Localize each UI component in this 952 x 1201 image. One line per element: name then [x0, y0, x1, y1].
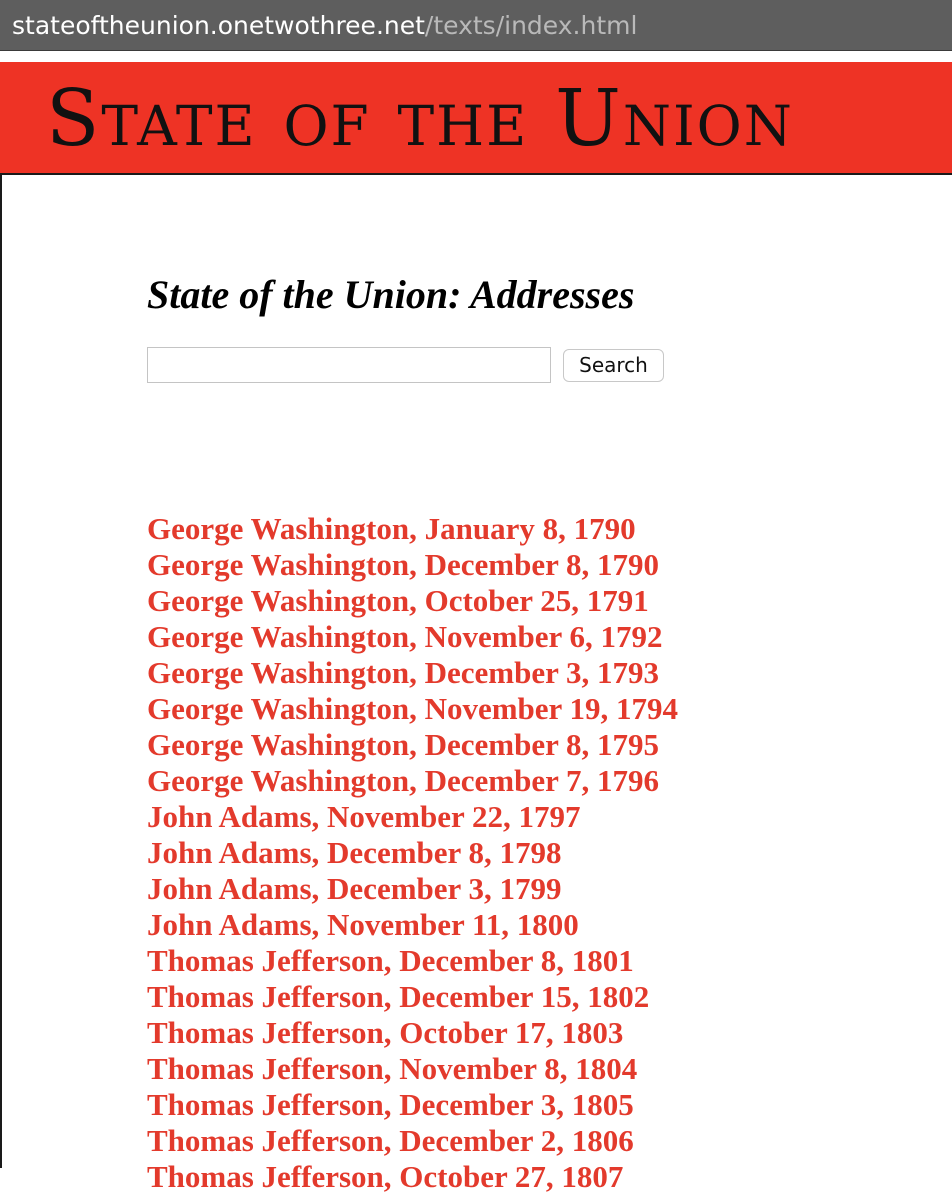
- list-item: Thomas Jefferson, December 2, 1806: [147, 1123, 678, 1159]
- banner-gap: [0, 51, 952, 62]
- address-link[interactable]: George Washington, December 8, 1790: [147, 547, 660, 582]
- list-item: Thomas Jefferson, December 3, 1805: [147, 1087, 678, 1123]
- address-bar[interactable]: stateoftheunion.onetwothree.net/texts/in…: [0, 0, 952, 51]
- banner-title: State of the Union: [46, 74, 794, 164]
- address-link[interactable]: George Washington, January 8, 1790: [147, 511, 636, 546]
- list-item: George Washington, January 8, 1790: [147, 511, 678, 547]
- list-item: Thomas Jefferson, November 8, 1804: [147, 1051, 678, 1087]
- address-link[interactable]: Thomas Jefferson, October 27, 1807: [147, 1159, 624, 1194]
- page-title: State of the Union: Addresses: [147, 272, 635, 317]
- address-link[interactable]: Thomas Jefferson, November 8, 1804: [147, 1051, 638, 1086]
- site-banner[interactable]: State of the Union: [0, 62, 952, 175]
- list-item: Thomas Jefferson, December 8, 1801: [147, 943, 678, 979]
- list-item: John Adams, December 3, 1799: [147, 871, 678, 907]
- address-link[interactable]: George Washington, December 7, 1796: [147, 763, 660, 798]
- list-item: George Washington, December 7, 1796: [147, 763, 678, 799]
- address-link[interactable]: George Washington, November 19, 1794: [147, 691, 679, 726]
- address-link[interactable]: Thomas Jefferson, December 15, 1802: [147, 979, 650, 1014]
- list-item: George Washington, November 19, 1794: [147, 691, 678, 727]
- address-link[interactable]: John Adams, November 11, 1800: [147, 907, 579, 942]
- list-item: Thomas Jefferson, October 27, 1807: [147, 1159, 678, 1195]
- address-link[interactable]: Thomas Jefferson, December 8, 1801: [147, 943, 634, 978]
- address-link[interactable]: George Washington, October 25, 1791: [147, 583, 649, 618]
- list-item: Thomas Jefferson, December 15, 1802: [147, 979, 678, 1015]
- main-content: State of the Union: Addresses Search Geo…: [0, 175, 952, 1194]
- list-item: John Adams, December 8, 1798: [147, 835, 678, 871]
- list-item: John Adams, November 11, 1800: [147, 907, 678, 943]
- list-item: John Adams, November 22, 1797: [147, 799, 678, 835]
- list-item: George Washington, October 25, 1791: [147, 583, 678, 619]
- list-item: George Washington, December 3, 1793: [147, 655, 678, 691]
- address-link[interactable]: John Adams, December 3, 1799: [147, 871, 562, 906]
- search-input[interactable]: [147, 347, 551, 383]
- list-item: Thomas Jefferson, October 17, 1803: [147, 1015, 678, 1051]
- address-link[interactable]: John Adams, November 22, 1797: [147, 799, 581, 834]
- address-link[interactable]: George Washington, December 8, 1795: [147, 727, 660, 762]
- address-link[interactable]: John Adams, December 8, 1798: [147, 835, 562, 870]
- list-item: George Washington, December 8, 1790: [147, 547, 678, 583]
- url-host: stateoftheunion.onetwothree.net: [12, 11, 425, 40]
- address-list: George Washington, January 8, 1790 Georg…: [147, 511, 678, 1195]
- address-link[interactable]: Thomas Jefferson, December 3, 1805: [147, 1087, 634, 1122]
- search-button[interactable]: Search: [563, 349, 664, 382]
- url-path: /texts/index.html: [424, 11, 638, 40]
- address-link[interactable]: Thomas Jefferson, December 2, 1806: [147, 1123, 634, 1158]
- address-link[interactable]: Thomas Jefferson, October 17, 1803: [147, 1015, 624, 1050]
- address-link[interactable]: George Washington, December 3, 1793: [147, 655, 660, 690]
- list-item: George Washington, November 6, 1792: [147, 619, 678, 655]
- list-item: George Washington, December 8, 1795: [147, 727, 678, 763]
- address-link[interactable]: George Washington, November 6, 1792: [147, 619, 663, 654]
